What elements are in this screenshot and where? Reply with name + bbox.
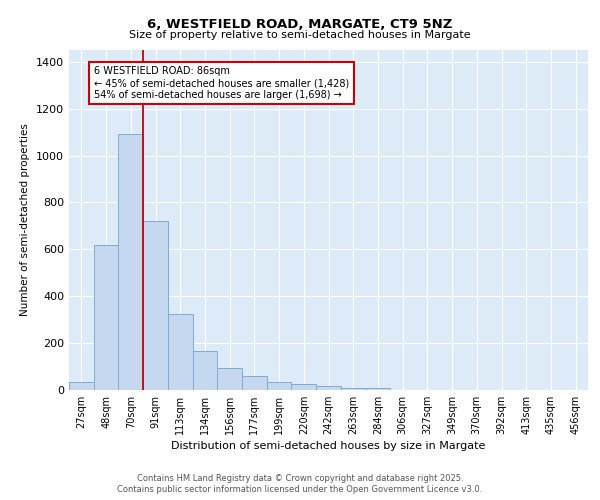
Text: 6, WESTFIELD ROAD, MARGATE, CT9 5NZ: 6, WESTFIELD ROAD, MARGATE, CT9 5NZ bbox=[148, 18, 452, 30]
Bar bbox=[217, 368, 242, 390]
Text: Size of property relative to semi-detached houses in Margate: Size of property relative to semi-detach… bbox=[129, 30, 471, 40]
Text: Contains HM Land Registry data © Crown copyright and database right 2025.
Contai: Contains HM Land Registry data © Crown c… bbox=[118, 474, 482, 494]
X-axis label: Distribution of semi-detached houses by size in Margate: Distribution of semi-detached houses by … bbox=[172, 441, 485, 451]
Text: 6 WESTFIELD ROAD: 86sqm
← 45% of semi-detached houses are smaller (1,428)
54% of: 6 WESTFIELD ROAD: 86sqm ← 45% of semi-de… bbox=[94, 66, 349, 100]
Bar bbox=[69, 382, 94, 390]
Bar bbox=[118, 134, 143, 390]
Bar bbox=[316, 386, 341, 390]
Bar bbox=[365, 388, 390, 390]
Bar bbox=[143, 221, 168, 390]
Bar bbox=[168, 314, 193, 390]
Bar bbox=[341, 388, 365, 390]
Bar bbox=[193, 352, 217, 390]
Y-axis label: Number of semi-detached properties: Number of semi-detached properties bbox=[20, 124, 31, 316]
Bar bbox=[267, 382, 292, 390]
Bar bbox=[94, 244, 118, 390]
Bar bbox=[242, 376, 267, 390]
Bar bbox=[292, 384, 316, 390]
